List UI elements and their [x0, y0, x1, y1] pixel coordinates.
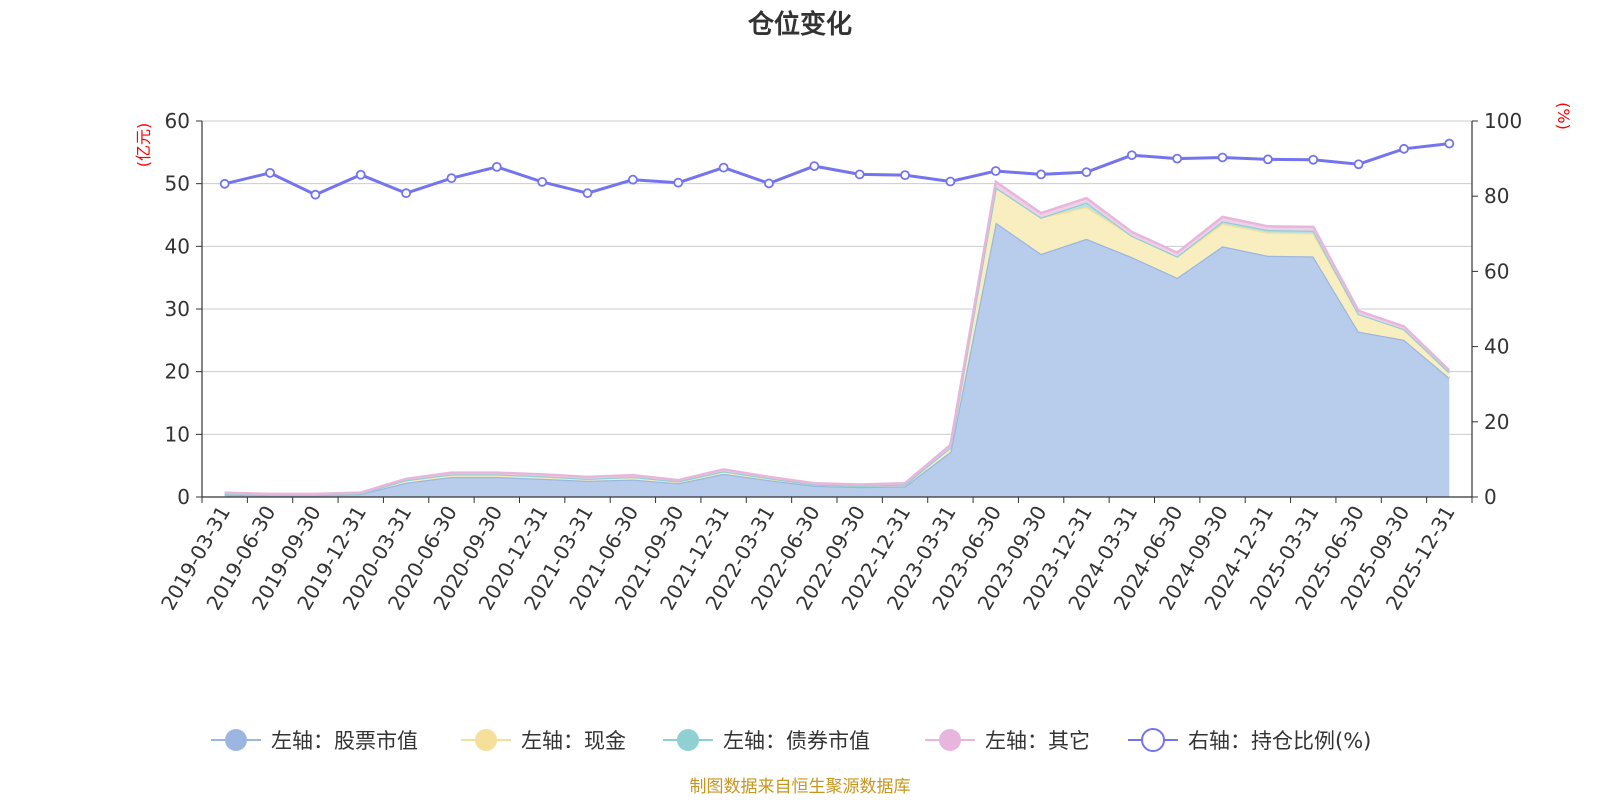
- legend-marker: [1141, 728, 1165, 752]
- legend-marker: [475, 729, 497, 751]
- legend-label: 右轴：持仓比例(%): [1188, 729, 1371, 753]
- left-axis-tick-label: 60: [165, 109, 190, 133]
- ratio-point: [945, 176, 956, 187]
- legend-item: 左轴：股票市值: [211, 729, 418, 753]
- ratio-point: [990, 166, 1001, 176]
- ratio-point: [1353, 159, 1364, 170]
- ratio-point: [491, 161, 502, 172]
- ratio-point: [355, 169, 366, 180]
- ratio-point: [1308, 154, 1319, 165]
- legend: 左轴：股票市值 左轴：现金 左轴：债券市值 左轴：其它 右轴：持仓比例(%): [211, 728, 1371, 753]
- ratio-point: [1036, 169, 1047, 180]
- right-axis-tick-label: 60: [1484, 259, 1509, 283]
- legend-item: 左轴：债券市值: [663, 729, 870, 753]
- left-axis-unit: (亿元): [134, 123, 153, 168]
- ratio-point: [1081, 167, 1092, 178]
- ratio-point: [265, 167, 275, 178]
- ratio-point: [718, 162, 729, 173]
- ratio-point: [537, 177, 548, 187]
- legend-item: 左轴：现金: [461, 729, 626, 753]
- left-axis-tick-label: 30: [165, 297, 190, 321]
- ratio-point: [1444, 138, 1455, 149]
- left-axis-tick-label: 10: [165, 422, 190, 446]
- position-ratio-line: [219, 138, 1455, 200]
- right-axis-tick-label: 20: [1484, 410, 1509, 434]
- left-axis-tick-label: 50: [165, 172, 190, 196]
- legend-item: 右轴：持仓比例(%): [1128, 728, 1371, 753]
- ratio-point: [1399, 143, 1409, 154]
- right-axis-tick-label: 80: [1484, 184, 1509, 208]
- ratio-point: [1126, 150, 1137, 161]
- legend-label: 左轴：现金: [521, 729, 626, 753]
- ratio-point: [401, 188, 412, 199]
- legend-label: 左轴：股票市值: [271, 729, 418, 753]
- legend-item: 左轴：其它: [925, 729, 1090, 753]
- right-axis-tick-label: 40: [1484, 335, 1509, 359]
- ratio-point: [764, 178, 774, 189]
- legend-label: 左轴：其它: [985, 729, 1090, 753]
- ratio-point: [582, 188, 593, 199]
- right-axis-tick-label: 0: [1484, 485, 1497, 509]
- legend-marker: [677, 729, 699, 751]
- ratio-line-path: [224, 142, 1450, 197]
- ratio-point: [446, 173, 457, 184]
- ratio-point: [310, 189, 321, 200]
- ratio-point: [1172, 153, 1183, 164]
- ratio-point: [854, 169, 865, 180]
- legend-marker: [225, 729, 247, 751]
- legend-label: 左轴：债券市值: [723, 729, 870, 753]
- ratio-point: [627, 174, 638, 185]
- source-note: 制图数据来自恒生聚源数据库: [690, 777, 911, 797]
- ratio-point: [900, 170, 910, 181]
- stacked-areas: [224, 179, 1451, 497]
- left-axis-tick-label: 20: [165, 360, 190, 384]
- right-axis-unit: (%): [1554, 102, 1573, 130]
- chart-title: 仓位变化: [747, 9, 852, 40]
- right-axis-tick-label: 100: [1484, 109, 1522, 133]
- ratio-point: [1217, 152, 1228, 163]
- area-左轴：股票市值: [224, 222, 1450, 497]
- ratio-point: [809, 161, 820, 172]
- area-edge-左轴：其它: [224, 179, 1451, 496]
- ratio-point: [219, 178, 230, 189]
- left-axis-tick-label: 0: [177, 485, 190, 509]
- left-axis-tick-label: 40: [165, 234, 190, 258]
- ratio-point: [673, 177, 684, 188]
- legend-marker: [939, 729, 961, 751]
- ratio-point: [1262, 154, 1273, 165]
